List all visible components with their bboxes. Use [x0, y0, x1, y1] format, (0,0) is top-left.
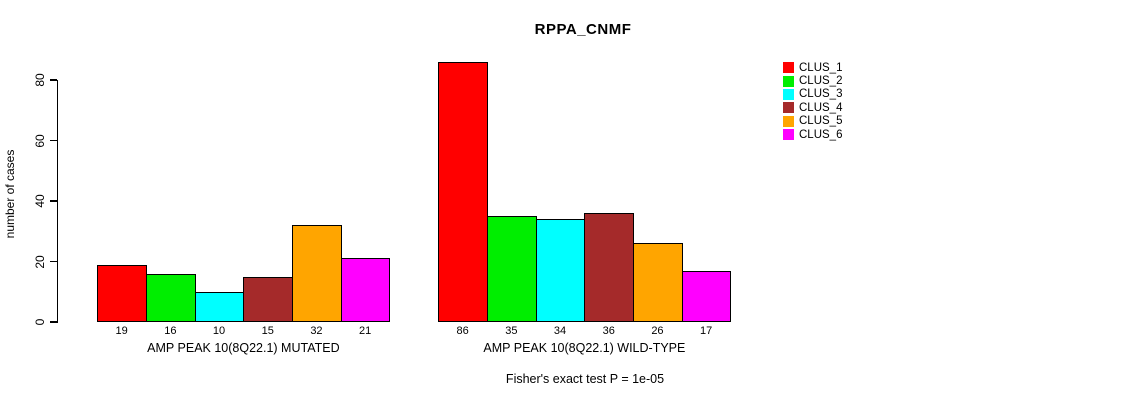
- bar-clus_1-group1: [97, 264, 147, 322]
- legend-label: CLUS_2: [799, 75, 843, 88]
- y-tick-mark: [50, 260, 57, 263]
- bar-value-label: 15: [261, 325, 274, 337]
- legend-item-clus_5: CLUS_5: [783, 115, 842, 128]
- x-group-label: AMP PEAK 10(8Q22.1) MUTATED: [147, 341, 340, 355]
- bar-value-label: 36: [602, 325, 615, 337]
- legend-swatch-icon: [783, 62, 794, 74]
- fisher-test-annotation: Fisher's exact test P = 1e-05: [505, 372, 665, 386]
- legend-label: CLUS_5: [799, 115, 843, 128]
- legend-label: CLUS_4: [799, 101, 843, 114]
- y-axis-line: [56, 80, 58, 323]
- bar-clus_1-group2: [438, 61, 488, 322]
- legend-swatch-icon: [783, 129, 794, 141]
- bar-clus_6-group1: [340, 258, 391, 322]
- bar-clus_4-group1: [243, 276, 294, 322]
- bar-value-label: 32: [310, 325, 323, 337]
- legend: CLUS_1 CLUS_2 CLUS_3 CLUS_4 CLUS_5 CLUS_6: [783, 61, 842, 141]
- bar-value-label: 35: [505, 325, 518, 337]
- bar-clus_3-group2: [535, 219, 586, 322]
- legend-item-clus_1: CLUS_1: [783, 61, 842, 74]
- chart-title: RPPA_CNMF: [534, 21, 632, 38]
- bar-clus_5-group2: [633, 243, 683, 322]
- legend-label: CLUS_1: [799, 61, 843, 74]
- legend-label: CLUS_3: [799, 88, 843, 101]
- bar-clus_6-group2: [681, 270, 732, 322]
- legend-swatch-icon: [783, 88, 794, 100]
- x-group-label: AMP PEAK 10(8Q22.1) WILD-TYPE: [483, 341, 686, 355]
- y-tick-mark: [50, 321, 57, 323]
- y-tick-mark: [50, 79, 57, 81]
- bar-clus_2-group2: [487, 216, 537, 322]
- legend-swatch-icon: [783, 115, 794, 127]
- y-tick-label: 60: [33, 133, 47, 148]
- bar-clus_2-group1: [146, 273, 196, 322]
- legend-item-clus_6: CLUS_6: [783, 128, 842, 141]
- legend-item-clus_2: CLUS_2: [783, 74, 842, 87]
- bar-value-label: 10: [212, 325, 226, 337]
- bar-value-label: 26: [651, 325, 664, 337]
- y-tick-label: 0: [33, 318, 47, 326]
- bar-clus_5-group1: [292, 225, 342, 322]
- bar-clus_3-group1: [194, 291, 245, 322]
- y-tick-mark: [50, 139, 57, 142]
- legend-item-clus_3: CLUS_3: [783, 88, 842, 101]
- bar-value-label: 34: [553, 325, 567, 337]
- bar-value-label: 16: [164, 325, 177, 337]
- y-tick-label: 20: [33, 254, 47, 269]
- y-axis-label: number of cases: [3, 149, 17, 239]
- legend-label: CLUS_6: [799, 128, 843, 141]
- y-tick-label: 40: [33, 194, 47, 208]
- bar-value-label: 86: [456, 325, 469, 337]
- bar-value-label: 21: [359, 325, 372, 337]
- legend-swatch-icon: [783, 75, 794, 87]
- bar-clus_4-group2: [584, 213, 635, 322]
- y-tick-label: 80: [33, 73, 47, 87]
- bar-value-label: 19: [115, 325, 128, 337]
- bar-value-label: 17: [700, 325, 713, 337]
- legend-swatch-icon: [783, 102, 794, 114]
- legend-item-clus_4: CLUS_4: [783, 101, 842, 114]
- y-tick-mark: [50, 200, 57, 202]
